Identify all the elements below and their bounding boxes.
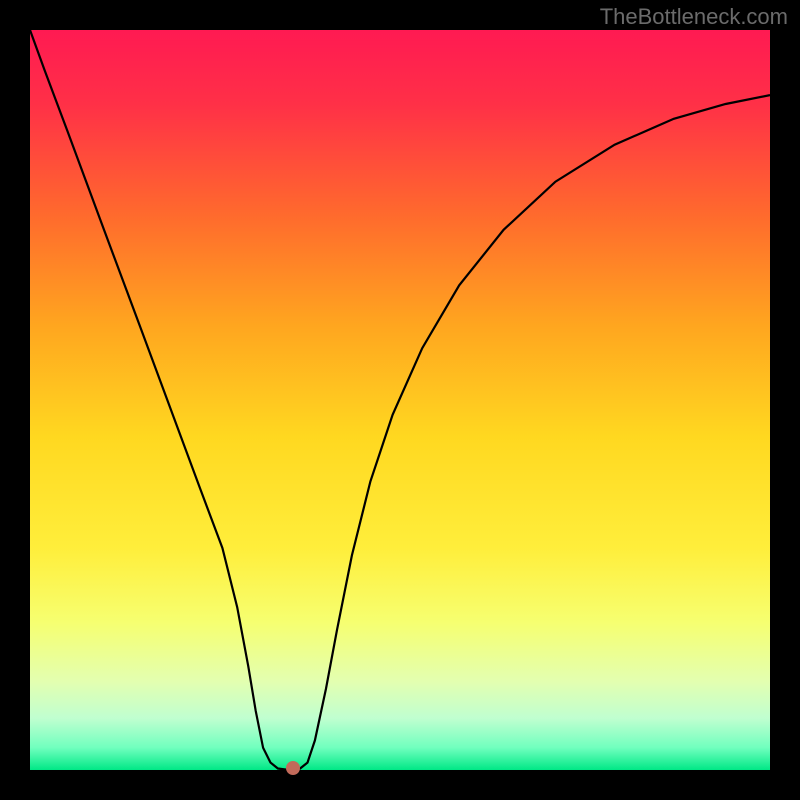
optimum-marker [286, 761, 300, 775]
chart-container: TheBottleneck.com [0, 0, 800, 800]
plot-area [30, 30, 770, 770]
watermark-text: TheBottleneck.com [600, 4, 788, 30]
bottleneck-curve [30, 30, 770, 770]
